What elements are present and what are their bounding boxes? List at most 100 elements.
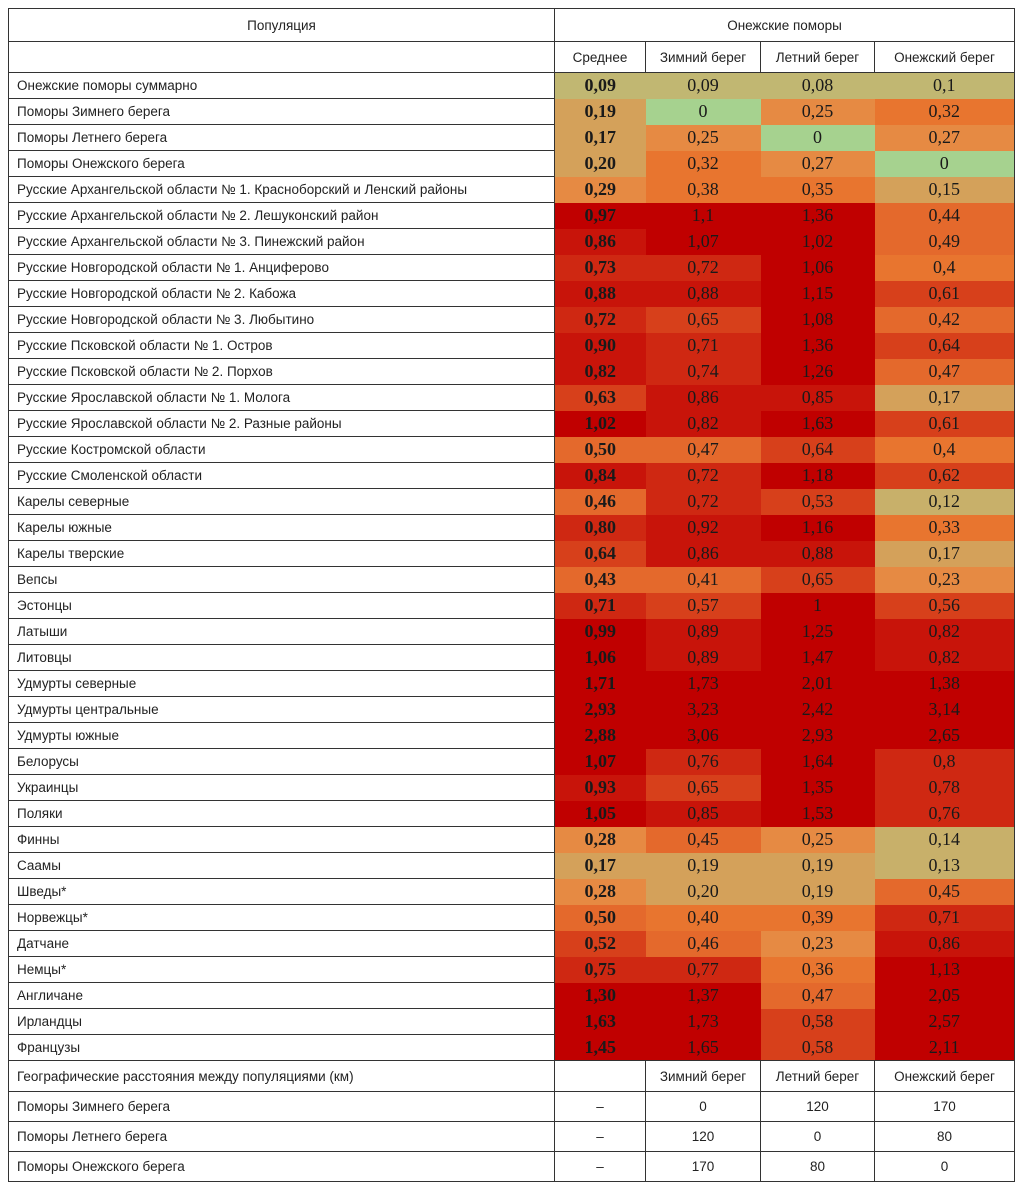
- value-cell-winter-coast: 0,88: [645, 280, 761, 307]
- value-cell-winter-coast: 0,57: [645, 592, 761, 619]
- value-cell-onega-coast: 0,47: [874, 358, 1015, 385]
- value-cell-winter-coast: 1,37: [645, 982, 761, 1009]
- value-cell-average: 0,72: [554, 306, 646, 333]
- value-cell-winter-coast: 0,71: [645, 332, 761, 359]
- population-label: Русские Костромской области: [8, 436, 555, 463]
- table-row: Русские Новгородской области № 3. Любыти…: [8, 306, 1015, 333]
- table-row: Удмурты северные 1,71 1,73 2,01 1,38: [8, 670, 1015, 697]
- value-cell-average: 1,30: [554, 982, 646, 1009]
- value-cell-onega-coast: 0,49: [874, 228, 1015, 255]
- value-cell-onega-coast: 0,44: [874, 202, 1015, 229]
- value-cell-average: 0,86: [554, 228, 646, 255]
- table-row: Эстонцы 0,71 0,57 1 0,56: [8, 592, 1015, 619]
- population-label: Удмурты южные: [8, 722, 555, 749]
- table-row: Русские Новгородской области № 1. Анцифе…: [8, 254, 1015, 281]
- table-row: Русские Псковской области № 2. Порхов 0,8…: [8, 358, 1015, 385]
- geo-column-header-summer-coast: Летний берег: [760, 1060, 875, 1092]
- value-cell-average: 0,84: [554, 462, 646, 489]
- value-cell-summer-coast: 0,58: [760, 1008, 875, 1035]
- value-cell-onega-coast: 0,56: [874, 592, 1015, 619]
- population-label: Удмурты центральные: [8, 696, 555, 723]
- value-cell-onega-coast: 0,82: [874, 618, 1015, 645]
- value-cell-average: 0,43: [554, 566, 646, 593]
- value-cell-onega-coast: 1,13: [874, 956, 1015, 983]
- value-cell-summer-coast: 1,64: [760, 748, 875, 775]
- value-cell-average: 1,45: [554, 1034, 646, 1061]
- value-cell-winter-coast: 0,89: [645, 644, 761, 671]
- value-cell-winter-coast: 1,73: [645, 670, 761, 697]
- value-cell-summer-coast: 0,19: [760, 852, 875, 879]
- value-cell-winter-coast: 0,09: [645, 72, 761, 99]
- value-cell-average: 0,93: [554, 774, 646, 801]
- value-cell-summer-coast: 2,42: [760, 696, 875, 723]
- table-row: Русские Новгородской области № 2. Кабожа…: [8, 280, 1015, 307]
- value-cell-average: 1,71: [554, 670, 646, 697]
- population-label: Русские Архангельской области № 3. Пинеж…: [8, 228, 555, 255]
- population-label: Онежские поморы суммарно: [8, 72, 555, 99]
- table-row: Поморы Онежского берега 0,20 0,32 0,27 0: [8, 150, 1015, 177]
- value-cell-average: 0,75: [554, 956, 646, 983]
- value-cell-onega-coast: 0,42: [874, 306, 1015, 333]
- value-cell-average: 1,06: [554, 644, 646, 671]
- value-cell-average: 0,19: [554, 98, 646, 125]
- table-row: Норвежцы* 0,50 0,40 0,39 0,71: [8, 904, 1015, 931]
- value-cell-onega-coast: 0,33: [874, 514, 1015, 541]
- table-row: Финны 0,28 0,45 0,25 0,14: [8, 826, 1015, 853]
- geo-column-header-winter-coast: Зимний берег: [645, 1060, 761, 1092]
- value-cell-winter-coast: 0,45: [645, 826, 761, 853]
- value-cell-onega-coast: 1,38: [874, 670, 1015, 697]
- value-cell-summer-coast: 0: [760, 124, 875, 151]
- value-cell-summer-coast: 0,47: [760, 982, 875, 1009]
- column-header-average: Среднее: [554, 41, 646, 73]
- geo-row: Поморы Летнего берега – 120 0 80: [8, 1121, 1015, 1152]
- population-label: Немцы*: [8, 956, 555, 983]
- table-row: Удмурты центральные 2,93 3,23 2,42 3,14: [8, 696, 1015, 723]
- value-cell-summer-coast: 0,88: [760, 540, 875, 567]
- geo-cell: 120: [760, 1091, 875, 1122]
- population-label: Датчане: [8, 930, 555, 957]
- geo-row: Поморы Зимнего берега – 0 120 170: [8, 1091, 1015, 1122]
- value-cell-average: 0,88: [554, 280, 646, 307]
- value-cell-average: 0,63: [554, 384, 646, 411]
- value-cell-summer-coast: 0,58: [760, 1034, 875, 1061]
- value-cell-onega-coast: 0,15: [874, 176, 1015, 203]
- table-row: Удмурты южные 2,88 3,06 2,93 2,65: [8, 722, 1015, 749]
- value-cell-summer-coast: 1,16: [760, 514, 875, 541]
- value-cell-summer-coast: 0,65: [760, 566, 875, 593]
- value-cell-winter-coast: 0,89: [645, 618, 761, 645]
- geo-cell: 170: [645, 1151, 761, 1182]
- value-cell-average: 0,80: [554, 514, 646, 541]
- value-cell-average: 0,46: [554, 488, 646, 515]
- table-row: Шведы* 0,28 0,20 0,19 0,45: [8, 878, 1015, 905]
- value-cell-summer-coast: 2,93: [760, 722, 875, 749]
- population-label: Русские Смоленской области: [8, 462, 555, 489]
- geo-distance-section: Географические расстояния между популяци…: [8, 1060, 1015, 1182]
- value-cell-average: 0,73: [554, 254, 646, 281]
- table-row: Карелы северные 0,46 0,72 0,53 0,12: [8, 488, 1015, 515]
- value-cell-onega-coast: 0,45: [874, 878, 1015, 905]
- value-cell-onega-coast: 0,23: [874, 566, 1015, 593]
- value-cell-summer-coast: 0,39: [760, 904, 875, 931]
- value-cell-winter-coast: 0,76: [645, 748, 761, 775]
- value-cell-average: 0,28: [554, 826, 646, 853]
- population-label: Русские Архангельской области № 2. Лешук…: [8, 202, 555, 229]
- table-row: Русские Ярославской области № 2. Разные …: [8, 410, 1015, 437]
- column-header-winter-coast: Зимний берег: [645, 41, 761, 73]
- table-row: Англичане 1,30 1,37 0,47 2,05: [8, 982, 1015, 1009]
- value-cell-summer-coast: 1,36: [760, 202, 875, 229]
- value-cell-summer-coast: 0,19: [760, 878, 875, 905]
- value-cell-average: 2,88: [554, 722, 646, 749]
- column-header-onega-coast: Онежский берег: [874, 41, 1015, 73]
- table-row: Поморы Зимнего берега 0,19 0 0,25 0,32: [8, 98, 1015, 125]
- value-cell-average: 0,99: [554, 618, 646, 645]
- table-row: Саамы 0,17 0,19 0,19 0,13: [8, 852, 1015, 879]
- table-row: Русские Костромской области 0,50 0,47 0,64 0…: [8, 436, 1015, 463]
- table-row: Ирландцы 1,63 1,73 0,58 2,57: [8, 1008, 1015, 1035]
- geo-column-header-onega-coast: Онежский берег: [874, 1060, 1015, 1092]
- value-cell-summer-coast: 0,25: [760, 98, 875, 125]
- population-label: Эстонцы: [8, 592, 555, 619]
- header-row-2: Среднее Зимний берег Летний берег Онежск…: [8, 41, 1015, 73]
- geo-cell: –: [554, 1091, 646, 1122]
- value-cell-average: 0,28: [554, 878, 646, 905]
- table-row: Белорусы 1,07 0,76 1,64 0,8: [8, 748, 1015, 775]
